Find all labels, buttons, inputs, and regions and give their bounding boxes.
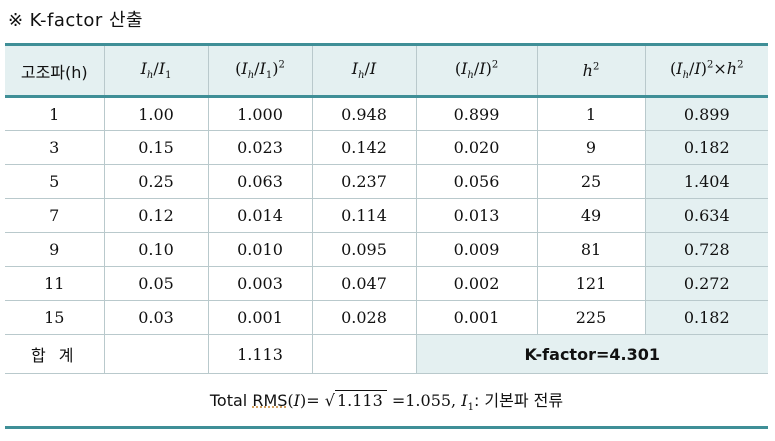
- table-cell: 0.15: [103, 130, 209, 165]
- table-cell: 15: [5, 300, 105, 335]
- table-cell: 0.020: [415, 130, 538, 165]
- table-cell: 9: [5, 232, 105, 267]
- table-cell: 3: [5, 130, 105, 165]
- header-product: (Ih/I)2×h2: [644, 43, 768, 98]
- table-cell: 49: [536, 198, 646, 233]
- table-cell: 0.001: [415, 300, 538, 335]
- table-row: 9 0.10 0.010 0.095 0.009 81 0.728: [5, 232, 768, 267]
- table-row: 1 1.00 1.000 0.948 0.899 1 0.899: [5, 96, 768, 131]
- table-cell: 0.10: [103, 232, 209, 267]
- table-cell: 1: [536, 96, 646, 131]
- section-title-text: K-factor 산출: [29, 10, 144, 31]
- table-cell: 7: [5, 198, 105, 233]
- table-cell: 81: [536, 232, 646, 267]
- header-row: 고조파(h) Ih/I1 (Ih/I1)2 Ih/I (Ih/I)2 h2 (I…: [5, 43, 768, 98]
- header-ih-over-i: Ih/I: [311, 43, 417, 98]
- k-factor-result: K-factor=4.301: [415, 334, 768, 374]
- table-cell: 0.013: [415, 198, 538, 233]
- table-cell: 5: [5, 164, 105, 199]
- table-cell: 0.182: [644, 300, 768, 335]
- table-cell: 0.237: [311, 164, 417, 199]
- table-cell: 0.023: [207, 130, 313, 165]
- table-cell: 0.948: [311, 96, 417, 131]
- table-cell: 0.114: [311, 198, 417, 233]
- table-cell: 0.028: [311, 300, 417, 335]
- table-cell: 0.182: [644, 130, 768, 165]
- rms-label: RMS: [252, 390, 288, 410]
- table-cell: 0.095: [311, 232, 417, 267]
- table-row: 11 0.05 0.003 0.047 0.002 121 0.272: [5, 266, 768, 301]
- table-cell: 1.000: [207, 96, 313, 131]
- table-cell: 0.142: [311, 130, 417, 165]
- table-cell: 0.899: [644, 96, 768, 131]
- table-cell: 0.047: [311, 266, 417, 301]
- table-cell: 0.009: [415, 232, 538, 267]
- summary-empty-2: [311, 334, 417, 374]
- table-row: 15 0.03 0.001 0.028 0.001 225 0.182: [5, 300, 768, 335]
- table-cell: 1.00: [103, 96, 209, 131]
- table-row: 5 0.25 0.063 0.237 0.056 25 1.404: [5, 164, 768, 199]
- table-cell: 1: [5, 96, 105, 131]
- header-harmonic-order: 고조파(h): [5, 43, 105, 98]
- section-title: ※ K-factor 산출: [8, 6, 143, 32]
- table-cell: 225: [536, 300, 646, 335]
- rms-formula: Total RMS(I)= √ 1.113 =1.055, I1: 기본파 전류: [5, 373, 768, 429]
- table-row: 3 0.15 0.023 0.142 0.020 9 0.182: [5, 130, 768, 165]
- table-cell: 0.003: [207, 266, 313, 301]
- header-ih-over-i1-squared: (Ih/I1)2: [207, 43, 313, 98]
- table-cell: 0.063: [207, 164, 313, 199]
- table-cell: 0.03: [103, 300, 209, 335]
- table-cell: 0.014: [207, 198, 313, 233]
- table-cell: 121: [536, 266, 646, 301]
- summary-label: 합 계: [5, 334, 105, 374]
- table-cell: 0.899: [415, 96, 538, 131]
- summary-sum: 1.113: [207, 334, 313, 374]
- table-cell: 25: [536, 164, 646, 199]
- table-cell: 11: [5, 266, 105, 301]
- table-cell: 0.728: [644, 232, 768, 267]
- table-cell: 0.056: [415, 164, 538, 199]
- table-row: 7 0.12 0.014 0.114 0.013 49 0.634: [5, 198, 768, 233]
- header-ih-over-i1: Ih/I1: [103, 43, 209, 98]
- table-cell: 0.001: [207, 300, 313, 335]
- rms-result: =1.055,: [391, 390, 457, 410]
- header-ih-over-i-squared: (Ih/I)2: [415, 43, 538, 98]
- total-label: Total: [209, 390, 248, 410]
- k-factor-table: 고조파(h) Ih/I1 (Ih/I1)2 Ih/I (Ih/I)2 h2 (I…: [5, 43, 768, 429]
- table-cell: 1.404: [644, 164, 768, 199]
- table-cell: 0.010: [207, 232, 313, 267]
- summary-row: 합 계 1.113 K-factor=4.301: [5, 334, 768, 374]
- fundamental-note: : 기본파 전류: [473, 390, 564, 410]
- table-cell: 0.272: [644, 266, 768, 301]
- table-cell: 0.12: [103, 198, 209, 233]
- reference-mark: ※: [8, 10, 24, 31]
- header-h-squared: h2: [536, 43, 646, 98]
- sqrt-symbol: √: [324, 390, 335, 410]
- table-cell: 0.002: [415, 266, 538, 301]
- summary-empty-1: [103, 334, 209, 374]
- sqrt-value: 1.113: [334, 389, 387, 410]
- footer-row: Total RMS(I)= √ 1.113 =1.055, I1: 기본파 전류: [5, 373, 768, 429]
- table-cell: 0.634: [644, 198, 768, 233]
- table-cell: 0.25: [103, 164, 209, 199]
- table-cell: 9: [536, 130, 646, 165]
- table-cell: 0.05: [103, 266, 209, 301]
